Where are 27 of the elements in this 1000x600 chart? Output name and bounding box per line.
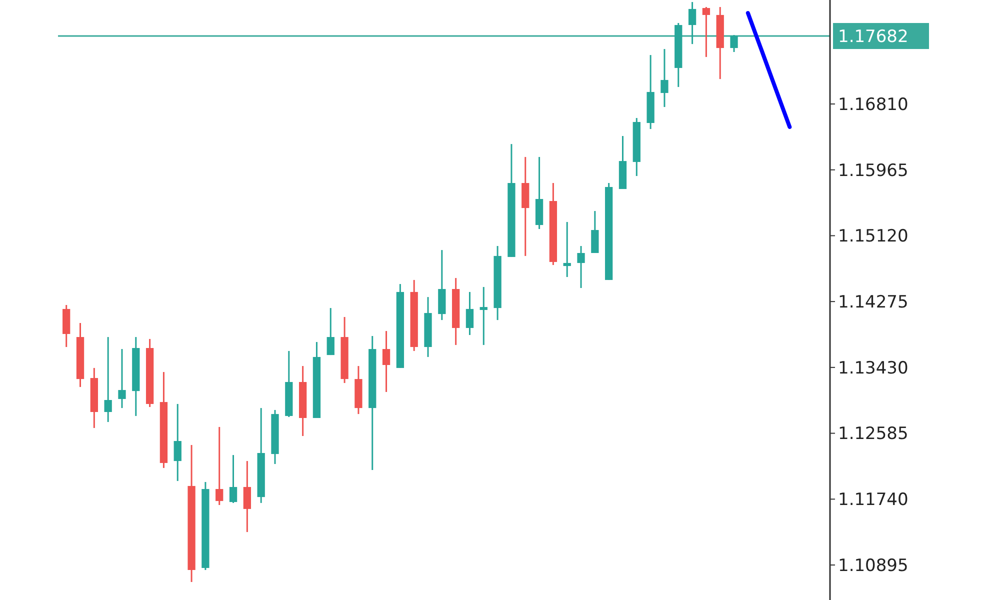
ref-line-label: 1.17682 xyxy=(838,26,908,47)
candlestick xyxy=(591,210,599,254)
candlestick xyxy=(326,307,334,356)
y-tick-label: 1.14275 xyxy=(838,292,908,313)
candlestick xyxy=(104,336,112,423)
candlestick xyxy=(577,245,585,289)
y-tick-label: 1.16810 xyxy=(838,94,908,115)
candlestick xyxy=(174,403,182,482)
y-tick-label: 1.11740 xyxy=(838,490,908,510)
candlestick xyxy=(382,330,390,393)
y-tick-label: 1.10895 xyxy=(838,556,908,576)
candlestick xyxy=(688,1,696,45)
y-tick-label: 1.13430 xyxy=(838,358,908,378)
candlestick xyxy=(730,34,738,53)
candlestick xyxy=(466,291,474,336)
line-series xyxy=(746,11,792,129)
y-tick-label: 1.15965 xyxy=(838,160,908,181)
candlestick xyxy=(216,426,224,506)
y-tick-label: 1.15120 xyxy=(838,226,908,247)
candlestick xyxy=(229,454,238,504)
candlestick xyxy=(243,460,251,533)
candlestick xyxy=(480,286,488,346)
y-tick-label: 1.12585 xyxy=(838,424,908,444)
candlestick xyxy=(660,48,668,108)
candlestick xyxy=(118,348,126,409)
candlestick xyxy=(563,221,571,278)
candlestick xyxy=(702,6,710,58)
